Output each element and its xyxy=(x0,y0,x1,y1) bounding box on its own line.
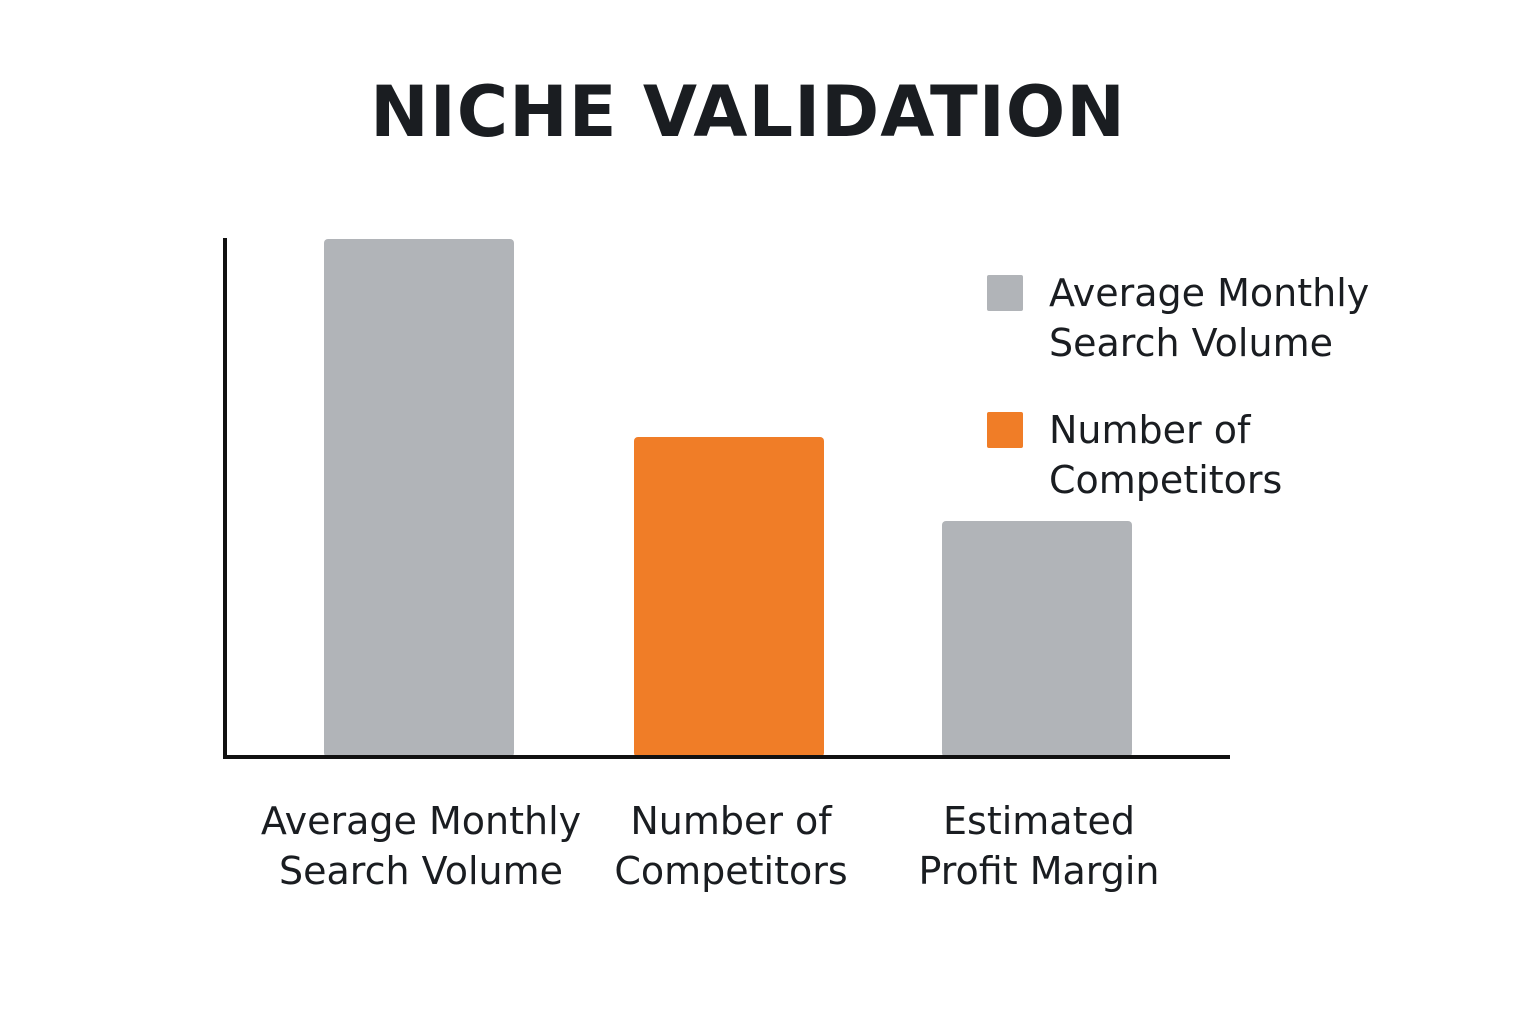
bar-number-of-competitors xyxy=(634,437,824,757)
bar-average-monthly-search-volume xyxy=(324,239,514,757)
bar-estimated-profit-margin xyxy=(942,521,1132,757)
legend-label-average-monthly-search-volume-line-1: Average Monthly xyxy=(1049,271,1369,315)
legend-swatch-number-of-competitors xyxy=(987,412,1023,448)
category-label-estimated-profit-margin-line-1: Estimated xyxy=(943,799,1135,843)
legend-label-average-monthly-search-volume-line-2: Search Volume xyxy=(1049,321,1333,365)
category-label-estimated-profit-margin-line-2: Profit Margin xyxy=(919,849,1160,893)
category-label-average-monthly-search-volume-line-1: Average Monthly xyxy=(261,799,581,843)
chart-title: NICHE VALIDATION xyxy=(370,71,1126,153)
category-label-number-of-competitors-line-2: Competitors xyxy=(614,849,847,893)
legend: Average Monthly Search Volume Number of Com… xyxy=(987,271,1369,502)
category-label-number-of-competitors-line-1: Number of xyxy=(630,799,833,843)
bars-group xyxy=(324,239,1132,757)
legend-label-number-of-competitors-line-2: Competitors xyxy=(1049,458,1282,502)
legend-label-number-of-competitors-line-1: Number of xyxy=(1049,408,1252,452)
category-labels: Average Monthly Search Volume Number of Com… xyxy=(261,799,1160,893)
legend-swatch-average-monthly-search-volume xyxy=(987,275,1023,311)
category-label-average-monthly-search-volume-line-2: Search Volume xyxy=(279,849,563,893)
